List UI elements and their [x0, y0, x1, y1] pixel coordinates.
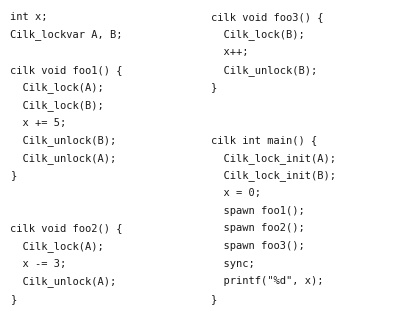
Text: printf("%d", x);: printf("%d", x); — [211, 276, 324, 286]
Text: Cilk_lock(B);: Cilk_lock(B); — [211, 29, 305, 40]
Text: spawn foo1();: spawn foo1(); — [211, 206, 305, 216]
Text: }: } — [211, 82, 217, 92]
Text: cilk void foo2() {: cilk void foo2() { — [10, 223, 123, 233]
Text: Cilk_unlock(A);: Cilk_unlock(A); — [10, 153, 117, 164]
Text: int x;: int x; — [10, 12, 48, 22]
Text: Cilk_lock(A);: Cilk_lock(A); — [10, 82, 104, 93]
Text: x = 0;: x = 0; — [211, 188, 261, 198]
Text: Cilk_unlock(A);: Cilk_unlock(A); — [10, 276, 117, 287]
Text: }: } — [211, 294, 217, 304]
Text: Cilk_lock(A);: Cilk_lock(A); — [10, 241, 104, 252]
Text: x += 5;: x += 5; — [10, 118, 67, 128]
Text: cilk void foo1() {: cilk void foo1() { — [10, 65, 123, 75]
Text: sync;: sync; — [211, 259, 255, 269]
Text: Cilk_lock_init(B);: Cilk_lock_init(B); — [211, 170, 336, 181]
Text: Cilk_unlock(B);: Cilk_unlock(B); — [10, 135, 117, 146]
Text: Cilk_lock(B);: Cilk_lock(B); — [10, 100, 104, 111]
Text: Cilk_lockvar A, B;: Cilk_lockvar A, B; — [10, 29, 123, 40]
Text: }: } — [10, 294, 17, 304]
Text: spawn foo2();: spawn foo2(); — [211, 223, 305, 233]
Text: x++;: x++; — [211, 47, 249, 57]
Text: Cilk_lock_init(A);: Cilk_lock_init(A); — [211, 153, 336, 164]
Text: cilk int main() {: cilk int main() { — [211, 135, 317, 145]
Text: x -= 3;: x -= 3; — [10, 259, 67, 269]
Text: }: } — [10, 170, 17, 180]
Text: spawn foo3();: spawn foo3(); — [211, 241, 305, 251]
Text: Cilk_unlock(B);: Cilk_unlock(B); — [211, 65, 317, 76]
Text: cilk void foo3() {: cilk void foo3() { — [211, 12, 324, 22]
